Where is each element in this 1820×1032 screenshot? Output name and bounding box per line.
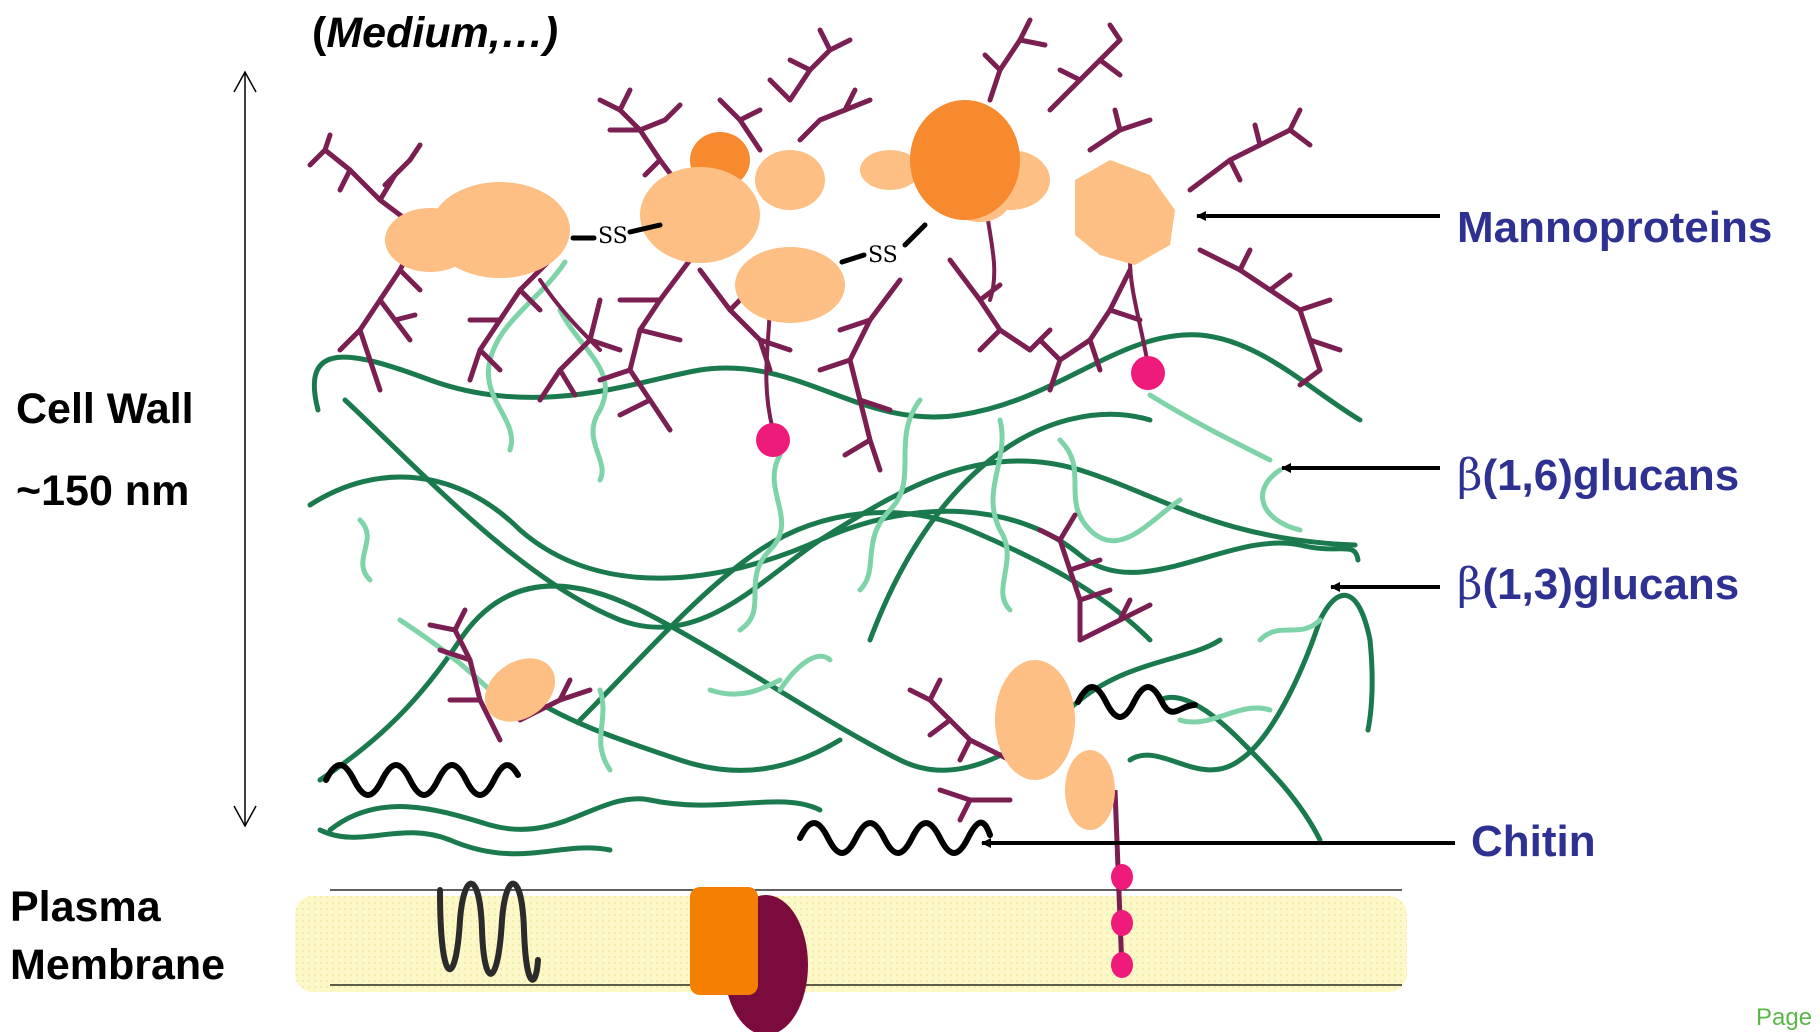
mannoproteins-label: Mannoproteins [1457, 203, 1773, 252]
beta-1-3-text: (1,3)glucans [1482, 560, 1740, 609]
mannan-chains [307, 17, 1343, 823]
plasma-membrane-label-line2: Membrane [10, 941, 226, 989]
medium-open-paren: ( [312, 9, 327, 57]
chitin-synthase-coil [437, 880, 541, 983]
beta-1-3-glucan-strands [307, 332, 1375, 857]
ss-bond-label-2: SS [868, 243, 898, 268]
cell-wall-label: Cell Wall [16, 385, 194, 433]
page-label: Page [1756, 1004, 1813, 1031]
beta-1-6-glucans-label: β(1,6)glucans [1457, 454, 1739, 498]
beta-1-3-glucans-label: β(1,3)glucans [1457, 563, 1739, 607]
gpi-anchor-dots [756, 356, 1165, 457]
wall-thickness-label: ~150 nm [16, 467, 190, 515]
medium-label: (Medium,…) [312, 12, 558, 55]
chitin-chains [323, 684, 1198, 856]
label-arrows [981, 211, 1455, 848]
disulfide-bonds [570, 222, 928, 265]
chitin-label: Chitin [1471, 817, 1596, 866]
gpi-anchor [1111, 789, 1133, 978]
beta-1-6-symbol: β [1457, 450, 1483, 501]
beta-1-3-symbol: β [1457, 559, 1483, 610]
mannoproteins [385, 100, 1175, 830]
wall-thickness-arrow [233, 70, 257, 828]
plasma-membrane-label-line1: Plasma [10, 883, 161, 931]
membrane-protein [690, 887, 808, 1032]
beta-1-6-text: (1,6)glucans [1482, 451, 1740, 500]
medium-word: Medium,…) [326, 9, 559, 57]
ss-bond-label-1: SS [598, 224, 628, 249]
